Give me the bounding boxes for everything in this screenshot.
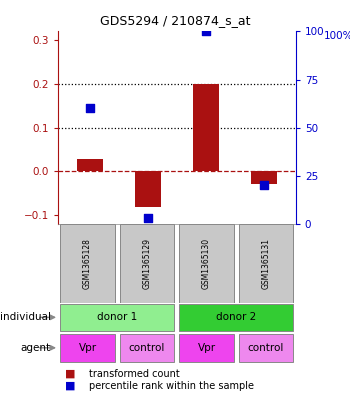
Text: ■: ■ [65,381,75,391]
Text: GSM1365131: GSM1365131 [261,238,271,289]
Text: transformed count: transformed count [89,369,180,379]
Point [203,28,209,35]
Text: 100%: 100% [324,31,350,41]
Bar [239,224,293,303]
Text: agent: agent [21,343,51,353]
Text: individual: individual [0,312,51,322]
Text: donor 1: donor 1 [97,312,137,322]
Text: ■: ■ [65,369,75,379]
Bar [179,304,293,331]
Text: control: control [129,343,165,353]
Text: GSM1365128: GSM1365128 [83,238,92,289]
Text: GSM1365129: GSM1365129 [142,238,152,289]
Text: Vpr: Vpr [78,343,97,353]
Bar [135,171,161,208]
Text: percentile rank within the sample: percentile rank within the sample [89,381,254,391]
Text: Vpr: Vpr [197,343,216,353]
Text: donor 2: donor 2 [216,312,256,322]
Bar [60,224,115,303]
Text: GSM1365130: GSM1365130 [202,238,211,289]
Bar [120,334,174,362]
Point [261,182,267,189]
Point [87,105,92,112]
Bar [251,171,277,184]
Bar [193,84,219,171]
Bar [60,304,174,331]
Point [145,215,150,221]
Bar [179,224,234,303]
Bar [120,224,174,303]
Bar [77,159,103,171]
Bar [60,334,115,362]
Bar [179,334,234,362]
Text: GDS5294 / 210874_s_at: GDS5294 / 210874_s_at [100,14,250,27]
Bar [239,334,293,362]
Text: control: control [248,343,284,353]
